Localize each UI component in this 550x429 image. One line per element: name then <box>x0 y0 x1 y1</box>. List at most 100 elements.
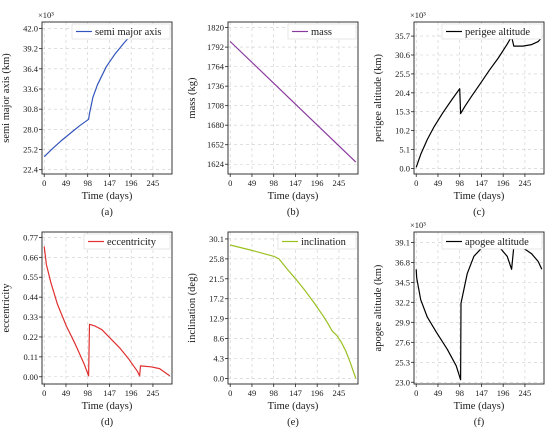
x-tick-label: 98 <box>83 388 92 398</box>
x-tick-label: 98 <box>269 178 278 188</box>
plot-frame <box>227 21 359 175</box>
y-tick-label: 5.1 <box>399 145 410 155</box>
y-axis-exponent: ×10³ <box>410 220 426 230</box>
y-tick-label: 0.55 <box>23 272 38 282</box>
y-tick-label: 4.3 <box>213 354 224 364</box>
x-axis-label: Time (days) <box>268 191 319 202</box>
y-tick-label: 1820 <box>207 23 224 33</box>
panel-caption: (b) <box>287 207 300 218</box>
y-tick-label: 20.4 <box>395 88 411 98</box>
y-tick-label: 22.4 <box>23 165 39 175</box>
x-tick-label: 245 <box>147 388 160 398</box>
y-tick-label: 36.4 <box>23 64 39 74</box>
legend-box <box>441 233 543 250</box>
panel-caption: (c) <box>473 207 485 218</box>
panel-2: 0 49 98 147 196 245 1624 1652 1680 1708 1736 1764 17… <box>187 21 359 218</box>
x-tick-label: 49 <box>62 388 71 398</box>
y-tick-label: 0.33 <box>23 312 38 322</box>
plot-frame <box>413 21 545 175</box>
y-tick-label: 0.0 <box>213 373 224 383</box>
x-axis-label: Time (days) <box>82 191 133 202</box>
y-tick-label: 0.77 <box>23 232 38 242</box>
series-line <box>43 246 171 377</box>
y-tick-label: 27.6 <box>395 337 410 347</box>
x-tick-label: 196 <box>497 388 510 398</box>
legend-box <box>277 233 357 250</box>
y-tick-label: 30.6 <box>395 50 410 60</box>
y-axis-label: mass (kg) <box>187 77 198 119</box>
x-tick-label: 98 <box>269 388 278 398</box>
x-tick-label: 49 <box>248 388 257 398</box>
x-tick-label: 147 <box>475 178 488 188</box>
x-tick-label: 147 <box>103 388 116 398</box>
plot-frame <box>41 231 173 385</box>
grid <box>42 232 172 384</box>
x-tick-label: 147 <box>289 388 302 398</box>
grid <box>42 22 172 174</box>
legend-box <box>71 23 171 40</box>
legend-label: perigee altitude <box>465 27 530 38</box>
plot-frame <box>227 231 359 385</box>
y-axis-label: semi major axis (km) <box>1 53 12 143</box>
y-tick-label: 34.5 <box>395 277 410 287</box>
y-axis-label: apogee altitude (km) <box>373 264 384 351</box>
legend-label: inclination <box>301 237 347 248</box>
x-tick-label: 196 <box>497 178 510 188</box>
x-tick-label: 245 <box>333 178 346 188</box>
y-tick-label: 0.0 <box>399 163 410 173</box>
x-tick-label: 147 <box>103 178 116 188</box>
x-tick-label: 49 <box>248 178 257 188</box>
legend-box <box>83 233 171 250</box>
panel-4: 0 49 98 147 196 245 0.00 0.11 0.22 0.33 0.44 0.55 0.… <box>1 231 173 428</box>
y-tick-label: 17.2 <box>209 294 224 304</box>
y-tick-label: 25.3 <box>395 357 410 367</box>
y-axis-label: eccentricity <box>1 283 12 333</box>
x-tick-label: 0 <box>414 388 418 398</box>
grid <box>228 22 358 174</box>
y-tick-label: 32.2 <box>395 297 410 307</box>
panel-caption: (e) <box>287 417 299 428</box>
x-tick-label: 98 <box>83 178 92 188</box>
y-tick-label: 36.8 <box>395 257 410 267</box>
x-axis-label: Time (days) <box>454 191 505 202</box>
y-tick-label: 33.6 <box>23 84 38 94</box>
y-tick-label: 0.11 <box>23 352 38 362</box>
y-tick-label: 25.8 <box>209 254 224 264</box>
y-tick-label: 1708 <box>207 101 224 111</box>
x-axis-label: Time (days) <box>454 401 505 412</box>
y-tick-label: 35.7 <box>395 31 410 41</box>
x-tick-label: 49 <box>434 178 443 188</box>
y-tick-label: 39.1 <box>395 237 410 247</box>
x-axis-label: Time (days) <box>82 401 133 412</box>
y-tick-label: 25.5 <box>395 69 410 79</box>
plot-frame <box>413 231 545 385</box>
x-tick-label: 147 <box>289 178 302 188</box>
series-line <box>229 41 357 163</box>
x-tick-label: 196 <box>311 388 324 398</box>
panel-6: 0 49 98 147 196 245 23.0 25.3 27.6 29.9 32.2 34.5 36… <box>373 220 545 428</box>
legend-label: eccentricity <box>107 237 157 248</box>
x-axis-label: Time (days) <box>268 401 319 412</box>
x-tick-label: 245 <box>147 178 160 188</box>
x-tick-label: 147 <box>475 388 488 398</box>
x-tick-label: 0 <box>228 178 232 188</box>
y-axis-label: perigee altitude (km) <box>373 53 384 142</box>
series-line <box>43 27 170 158</box>
plot-frame <box>41 21 173 175</box>
y-tick-label: 15.3 <box>395 107 410 117</box>
x-tick-label: 98 <box>455 178 464 188</box>
y-tick-label: 25.2 <box>23 145 38 155</box>
grid <box>414 22 544 174</box>
y-tick-label: 1624 <box>207 159 225 169</box>
y-tick-label: 21.5 <box>209 274 224 284</box>
x-tick-label: 245 <box>519 388 532 398</box>
panel-5: 0 49 98 147 196 245 0.0 4.3 8.6 12.9 17.2 21.5 25.8 3… <box>187 231 359 428</box>
x-tick-label: 49 <box>434 388 443 398</box>
panel-1: 0 49 98 147 196 245 22.4 25.2 28.0 30.8 33.6 36.4 39… <box>1 10 173 218</box>
y-tick-label: 0.44 <box>23 292 39 302</box>
x-tick-label: 245 <box>519 178 532 188</box>
series-line <box>415 35 543 168</box>
y-tick-label: 23.0 <box>395 377 410 387</box>
x-tick-label: 196 <box>125 178 138 188</box>
